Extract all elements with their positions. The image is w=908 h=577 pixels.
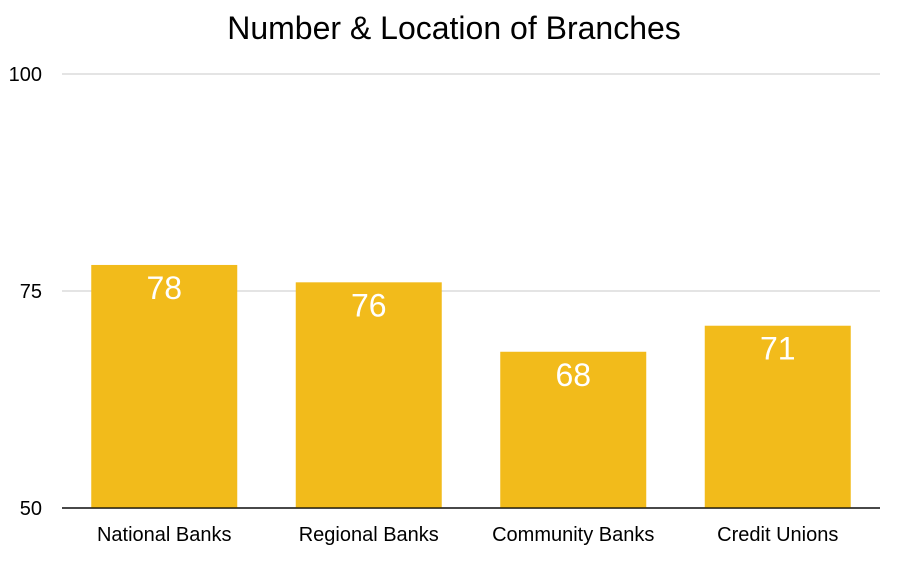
data-label: 78 [146, 270, 182, 306]
bar [91, 264, 238, 508]
y-tick-label: 75 [20, 281, 42, 303]
chart-title: Number & Location of Branches [227, 10, 681, 46]
x-tick-label: Regional Banks [299, 524, 439, 546]
x-tick-label: Community Banks [492, 524, 654, 546]
bar-layer [91, 264, 851, 508]
label-layer: 78 76 68 71 [146, 270, 795, 393]
bar [704, 325, 851, 508]
bar [295, 282, 442, 508]
y-tick-label: 100 [9, 64, 42, 86]
x-tick-label: Credit Unions [717, 524, 838, 546]
axis-layer: 50 75 100 National Banks Regional Banks Commu… [9, 64, 880, 546]
bar [500, 351, 647, 508]
data-label: 71 [760, 331, 796, 367]
data-label: 76 [351, 287, 387, 323]
y-tick-label: 50 [20, 498, 42, 520]
data-label: 68 [555, 357, 591, 393]
x-tick-label: National Banks [97, 524, 232, 546]
